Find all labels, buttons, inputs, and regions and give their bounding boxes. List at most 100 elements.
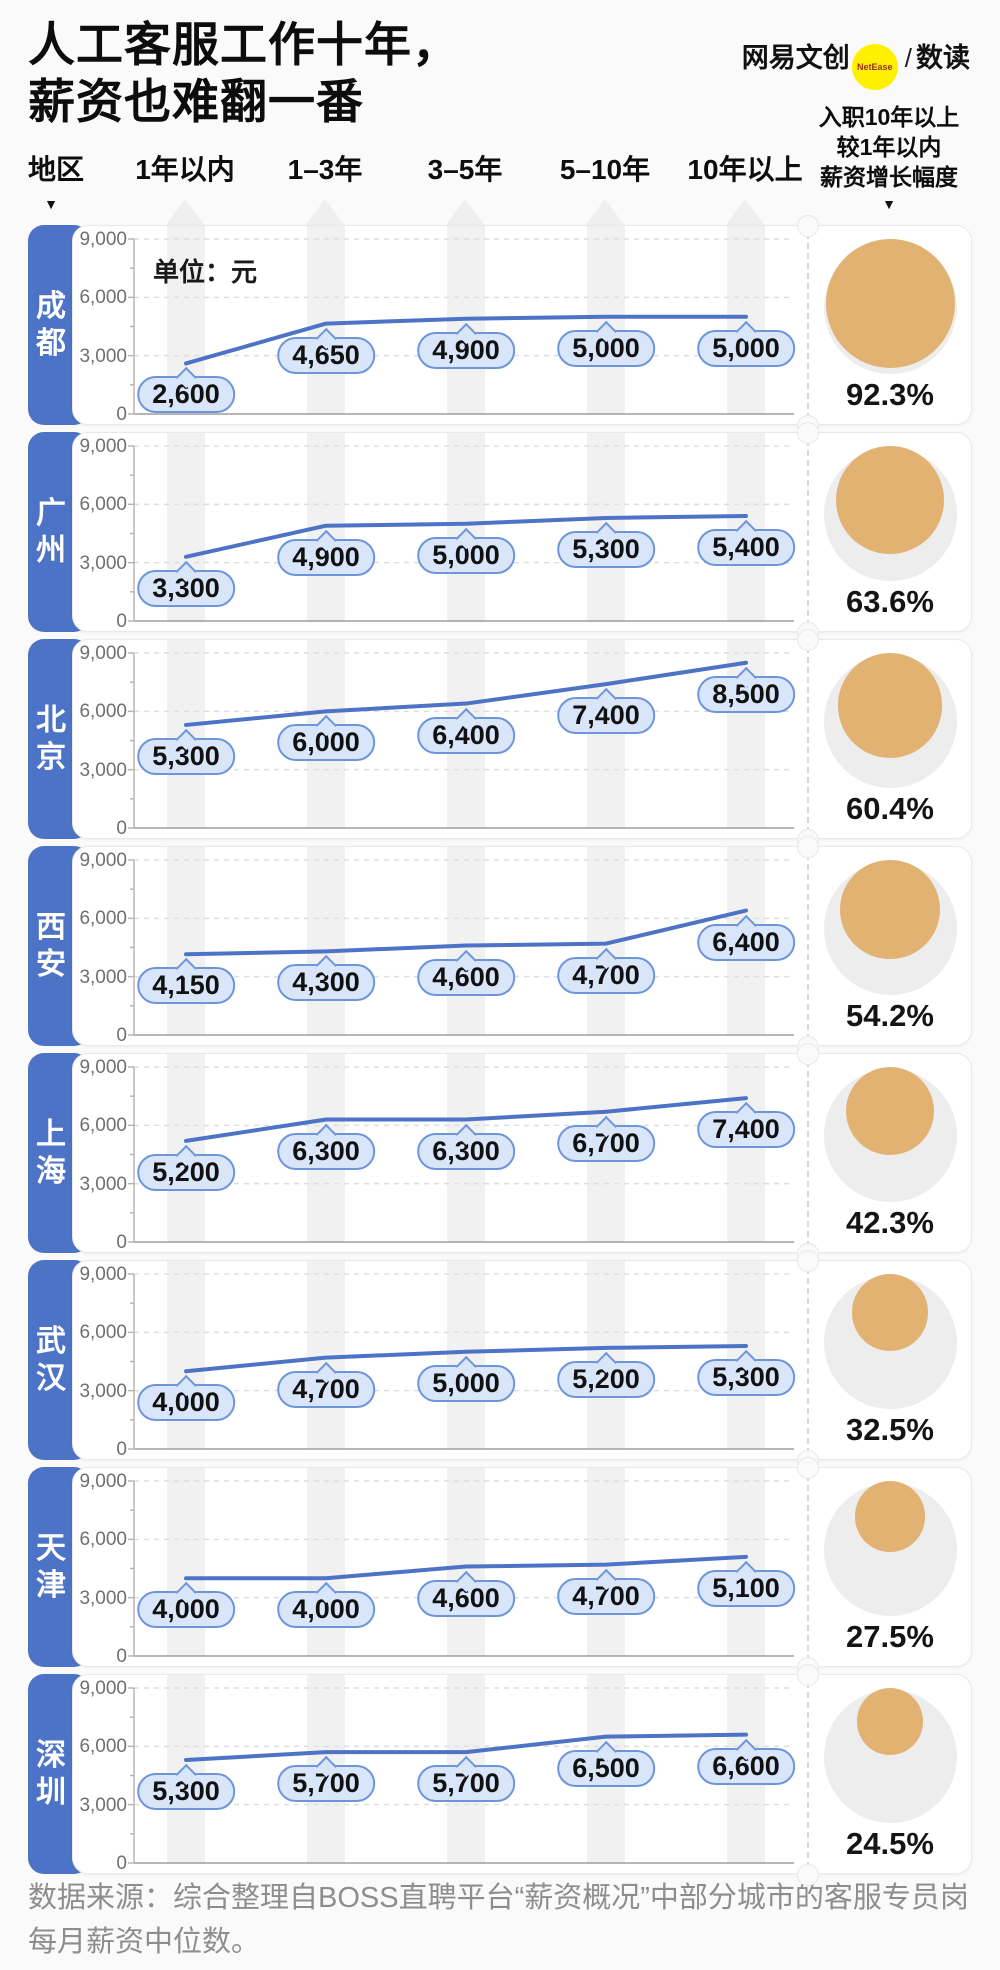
y-axis-tick-label: 6,000 xyxy=(79,1115,127,1137)
y-axis-tick-label: 9,000 xyxy=(79,1264,127,1285)
y-axis-tick-label: 3,000 xyxy=(79,1794,127,1816)
chart-card-深圳: 9,000 6,000 3,000 0 5,300 5,700 5,700 6,500 6,60… xyxy=(72,1664,972,1886)
experience-band xyxy=(307,847,345,1035)
y-axis-tick-label: 9,000 xyxy=(79,1057,127,1078)
band-triangle-icon xyxy=(165,199,205,226)
value-bubble: 4,000 xyxy=(137,1384,235,1422)
y-axis-tick-label: 9,000 xyxy=(79,436,127,457)
value-bubble: 6,400 xyxy=(417,716,515,754)
y-axis-tick-label: 3,000 xyxy=(79,966,127,988)
value-bubble: 4,600 xyxy=(417,958,515,996)
y-axis-tick-label: 6,000 xyxy=(79,701,127,723)
band-triangle-icon xyxy=(725,199,765,226)
perforation-notch-top xyxy=(797,1043,819,1065)
growth-circle-value xyxy=(856,1688,924,1755)
growth-header-line3: 薪资增长幅度 xyxy=(820,164,958,190)
value-bubble: 4,700 xyxy=(557,956,655,994)
value-bubble: 5,000 xyxy=(417,536,515,574)
unit-label: 单位：元 xyxy=(153,257,258,287)
city-name-label: 上海 xyxy=(36,1118,66,1188)
growth-percent-label: 60.4% xyxy=(846,791,934,826)
experience-header-4: 10年以上 xyxy=(687,154,803,185)
value-bubble: 4,900 xyxy=(277,538,375,576)
value-bubble: 6,500 xyxy=(557,1749,655,1787)
y-axis-tick-label: 0 xyxy=(116,1646,127,1667)
growth-percent-label: 24.5% xyxy=(846,1826,934,1861)
value-bubble: 5,300 xyxy=(137,737,235,775)
salary-line-chart xyxy=(128,652,794,829)
value-bubble: 7,400 xyxy=(697,1111,795,1149)
y-axis-tick-label: 6,000 xyxy=(79,287,127,309)
value-bubble: 5,200 xyxy=(557,1360,655,1398)
salary-line-chart xyxy=(128,1273,794,1450)
city-name-label: 西安 xyxy=(36,911,66,981)
value-bubble: 5,400 xyxy=(697,529,795,566)
value-bubble: 5,300 xyxy=(697,1358,795,1396)
y-axis-tick-label: 9,000 xyxy=(79,1471,127,1492)
perforation-notch-top xyxy=(797,1457,819,1479)
netease-logo: 网易文创 NetEase / 数读 xyxy=(742,36,970,90)
region-column-header: 地区 xyxy=(28,154,85,185)
value-bubble: 6,700 xyxy=(557,1124,655,1162)
value-bubble: 5,700 xyxy=(277,1765,375,1803)
page-title-line1: 人工客服工作十年， xyxy=(28,18,460,71)
growth-header-line2: 较1年以内 xyxy=(836,134,942,160)
ticket-separator xyxy=(807,1061,809,1247)
logo-brand-text: 网易文创 xyxy=(741,43,850,73)
value-bubble: 6,600 xyxy=(697,1747,795,1785)
y-axis-tick-label: 6,000 xyxy=(79,494,127,516)
value-bubble: 6,300 xyxy=(277,1132,375,1170)
value-bubble: 5,100 xyxy=(697,1569,795,1607)
ticket-separator xyxy=(807,854,809,1040)
growth-percent-label: 63.6% xyxy=(846,584,934,619)
value-bubble: 5,300 xyxy=(137,1772,235,1810)
salary-line-chart xyxy=(128,1066,794,1243)
y-axis-tick-label: 3,000 xyxy=(79,1587,127,1609)
y-axis-tick-label: 6,000 xyxy=(79,1529,127,1551)
y-axis-tick-label: 0 xyxy=(116,1439,127,1460)
value-bubble: 8,500 xyxy=(697,675,795,713)
city-name-label: 北京 xyxy=(36,704,66,774)
band-triangle-icon xyxy=(445,199,485,226)
y-axis-tick-label: 0 xyxy=(116,404,127,425)
netease-badge-text: NetEase xyxy=(857,62,893,72)
y-axis-tick-label: 6,000 xyxy=(79,1736,127,1758)
perforation-notch-top xyxy=(797,1664,819,1686)
growth-column-header: 入职10年以上 较1年以内 薪资增长幅度 xyxy=(770,102,1000,192)
y-axis-tick-label: 3,000 xyxy=(79,552,127,574)
value-bubble: 4,000 xyxy=(137,1591,235,1629)
y-axis-tick-label: 0 xyxy=(116,818,127,839)
chart-card-天津: 9,000 6,000 3,000 0 4,000 4,000 4,600 4,700 5,10… xyxy=(72,1457,972,1679)
y-axis-tick-label: 0 xyxy=(116,611,127,632)
y-axis-tick-label: 9,000 xyxy=(79,643,127,664)
value-bubble: 5,300 xyxy=(557,530,655,568)
salary-line-chart xyxy=(128,238,794,415)
band-triangle-icon xyxy=(585,199,625,226)
ticket-separator xyxy=(807,440,809,626)
ticket-separator xyxy=(807,233,809,419)
city-name-label: 深圳 xyxy=(36,1739,66,1809)
perforation-notch-top xyxy=(797,1250,819,1272)
chart-card-成都: 9,000 6,000 3,000 0 单位：元 2,600 4,650 4,900 5,000… xyxy=(72,215,972,437)
growth-circle-value xyxy=(846,1067,934,1155)
value-bubble: 5,000 xyxy=(557,329,655,367)
value-bubble: 3,300 xyxy=(137,569,235,607)
y-axis-tick-label: 6,000 xyxy=(79,1322,127,1344)
value-bubble: 4,650 xyxy=(277,336,375,374)
ticket-separator xyxy=(807,1682,809,1868)
y-axis-tick-label: 0 xyxy=(116,1025,127,1046)
ticket-separator xyxy=(807,1268,809,1454)
page-title: 人工客服工作十年， 薪资也难翻一番 xyxy=(28,16,460,130)
city-name-label: 天津 xyxy=(36,1532,66,1602)
experience-header-2: 3–5年 xyxy=(427,154,503,185)
salary-line-chart xyxy=(128,1480,794,1657)
value-bubble: 6,000 xyxy=(277,724,375,762)
chart-card-上海: 9,000 6,000 3,000 0 5,200 6,300 6,300 6,700 7,40… xyxy=(72,1043,972,1265)
netease-badge-icon: NetEase xyxy=(851,44,898,90)
chart-card-西安: 9,000 6,000 3,000 0 4,150 4,300 4,600 4,700 6,40… xyxy=(72,836,972,1058)
perforation-notch-top xyxy=(797,215,819,237)
growth-circle-value xyxy=(854,1481,926,1552)
y-axis-tick-label: 9,000 xyxy=(79,229,127,250)
growth-circle-value xyxy=(836,446,944,554)
logo-slash: / xyxy=(904,43,912,73)
